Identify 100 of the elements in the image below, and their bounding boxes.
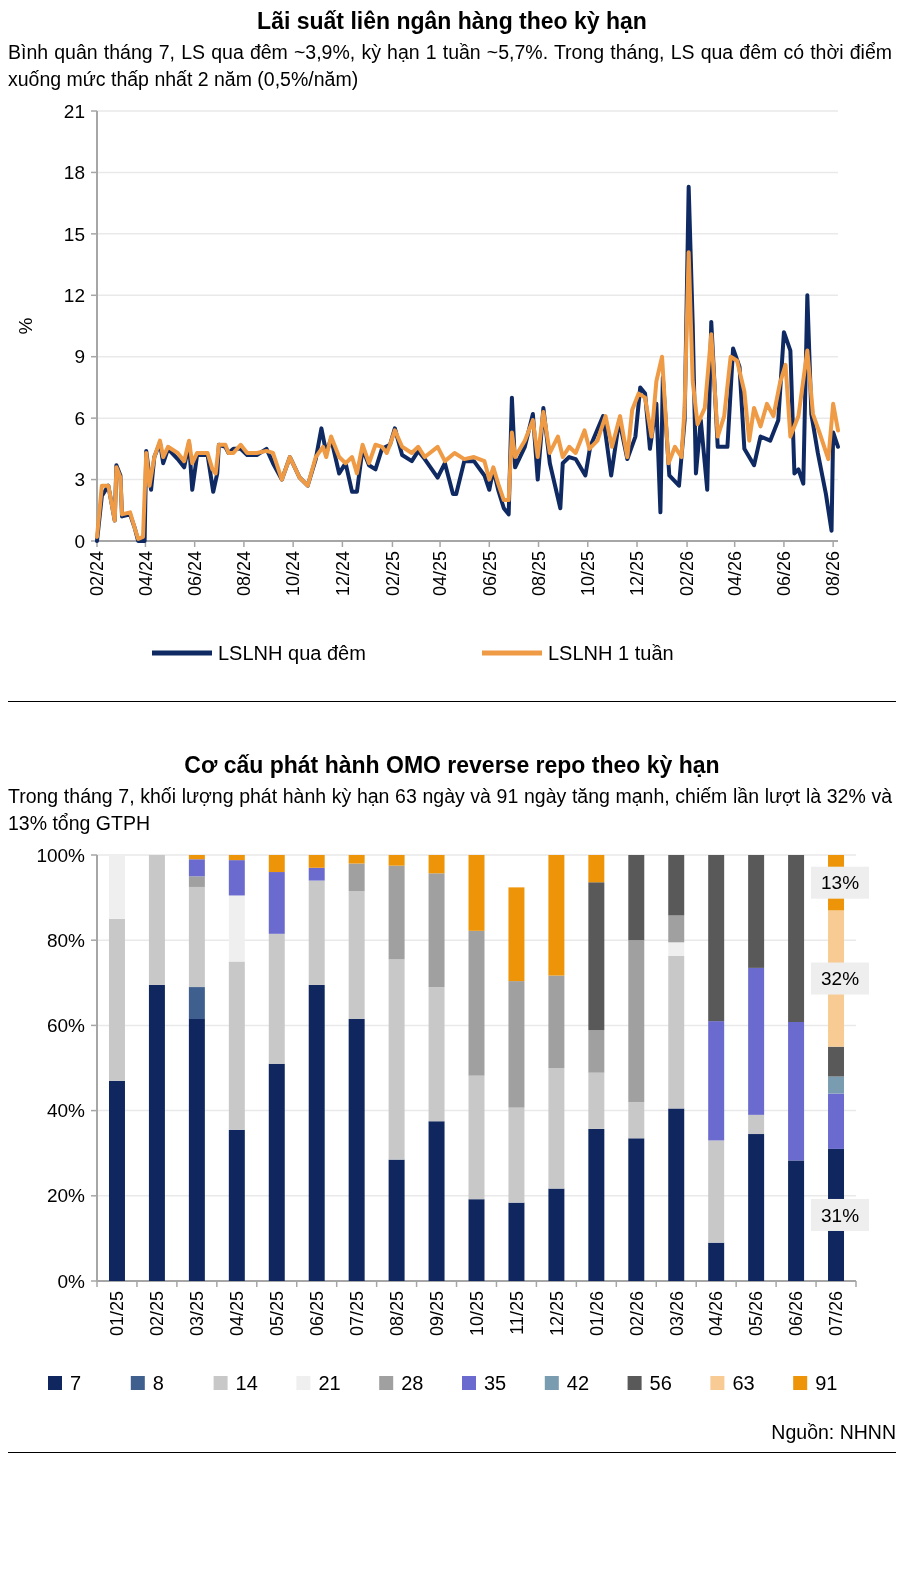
bar (428, 873, 445, 988)
bar (468, 855, 485, 931)
bar (308, 867, 325, 881)
bar (388, 865, 405, 960)
legend-label: 21 (318, 1372, 341, 1394)
x-tick-label: 02/26 (677, 551, 698, 597)
bar (268, 1063, 285, 1281)
x-tick-label: 06/26 (786, 1291, 807, 1337)
x-tick-label: 05/26 (746, 1291, 767, 1337)
bar (348, 891, 365, 1020)
x-tick-label: 09/25 (426, 1291, 447, 1337)
x-tick-label: 04/24 (135, 551, 156, 597)
bar (228, 860, 245, 896)
bar (188, 1019, 205, 1281)
bar (188, 859, 205, 877)
bar (628, 940, 645, 1103)
bar (588, 855, 605, 883)
legend-label: 42 (566, 1372, 590, 1394)
legend-label: 8 (152, 1372, 164, 1394)
bar (228, 1129, 245, 1281)
bar (548, 1068, 565, 1189)
x-tick-label: 02/25 (147, 1291, 168, 1337)
chart-subtitle: Trong tháng 7, khối lượng phát hành kỳ hạn 63 ngày và 91 ngày tăng mạnh, chiếm lần lượt là 32% và 13% tổng GTPH (8, 784, 893, 836)
bar (348, 863, 365, 892)
bar (508, 887, 525, 982)
x-tick-label: 08/25 (528, 551, 549, 597)
bar (828, 1046, 845, 1077)
bar (828, 1093, 845, 1149)
bar (188, 876, 205, 887)
bar (588, 1030, 605, 1073)
bar (268, 933, 285, 1064)
bar (188, 886, 205, 988)
bar (788, 1021, 805, 1161)
bar (708, 1021, 725, 1141)
legend-label: 14 (235, 1372, 258, 1394)
bar (668, 942, 685, 956)
bar (468, 1199, 485, 1281)
bar (748, 1134, 765, 1281)
bar (468, 930, 485, 1076)
bar (428, 987, 445, 1122)
bar (788, 1160, 805, 1281)
bar (188, 855, 205, 860)
x-tick-label: 11/25 (506, 1291, 527, 1335)
y-tick-label: 80% (46, 929, 86, 951)
bar (588, 1128, 605, 1281)
bar (668, 955, 685, 1109)
bar (148, 855, 165, 985)
bar (548, 975, 565, 1068)
x-tick-label: 10/25 (578, 551, 599, 597)
x-tick-label: 07/26 (826, 1291, 847, 1337)
bar (148, 984, 165, 1281)
x-tick-label: 12/25 (627, 551, 648, 597)
legend-label: 28 (401, 1372, 424, 1394)
y-axis-title: % (15, 317, 36, 335)
bar (228, 961, 245, 1130)
legend-label: 63 (732, 1372, 755, 1394)
bar (628, 855, 645, 941)
bar (468, 1075, 485, 1200)
bar (828, 1076, 845, 1094)
x-tick-label: 06/26 (774, 551, 795, 597)
bar (268, 872, 285, 934)
x-tick-label: 02/26 (626, 1291, 647, 1337)
bar (668, 855, 685, 916)
y-tick-label: 20% (46, 1185, 86, 1207)
y-tick-label: 0 (74, 530, 85, 552)
x-tick-label: 06/24 (184, 551, 205, 597)
x-tick-label: 08/25 (386, 1291, 407, 1337)
chart-title: Cơ cấu phát hành OMO reverse repo theo kỳ hạn (183, 752, 721, 779)
y-tick-label: 9 (74, 346, 85, 368)
legend-label: 56 (649, 1372, 672, 1394)
legend-label: LSLNH 1 tuần (548, 642, 674, 664)
bar (708, 1140, 725, 1243)
x-tick-label: 02/24 (87, 551, 108, 597)
x-tick-label: 12/24 (332, 551, 353, 597)
bar (548, 1188, 565, 1281)
bar (708, 1242, 725, 1281)
bar (388, 959, 405, 1160)
legend-label: 7 (70, 1372, 82, 1394)
bar (108, 918, 125, 1081)
bar (748, 1114, 765, 1135)
chart-title: Lãi suất liên ngân hàng theo kỳ hạn (256, 8, 648, 35)
legend-label: 35 (484, 1372, 507, 1394)
x-tick-label: 08/24 (234, 551, 255, 597)
bar (388, 855, 405, 866)
bar (428, 1121, 445, 1281)
x-tick-label: 06/25 (479, 551, 500, 597)
y-tick-label: 40% (46, 1100, 86, 1122)
x-tick-label: 04/26 (706, 1291, 727, 1337)
bar (668, 915, 685, 943)
x-tick-label: 05/25 (267, 1291, 288, 1337)
text: Nguồn: NHNN (770, 1421, 896, 1444)
x-tick-label: 04/25 (227, 1291, 248, 1337)
y-tick-label: 12 (63, 284, 85, 306)
y-tick-label: 6 (74, 407, 85, 429)
bar (628, 1102, 645, 1139)
y-tick-label: 15 (63, 223, 85, 245)
data-label: 13% (821, 872, 860, 894)
y-tick-label: 21 (63, 100, 85, 122)
bar (308, 984, 325, 1281)
data-label: 31% (821, 1204, 860, 1226)
